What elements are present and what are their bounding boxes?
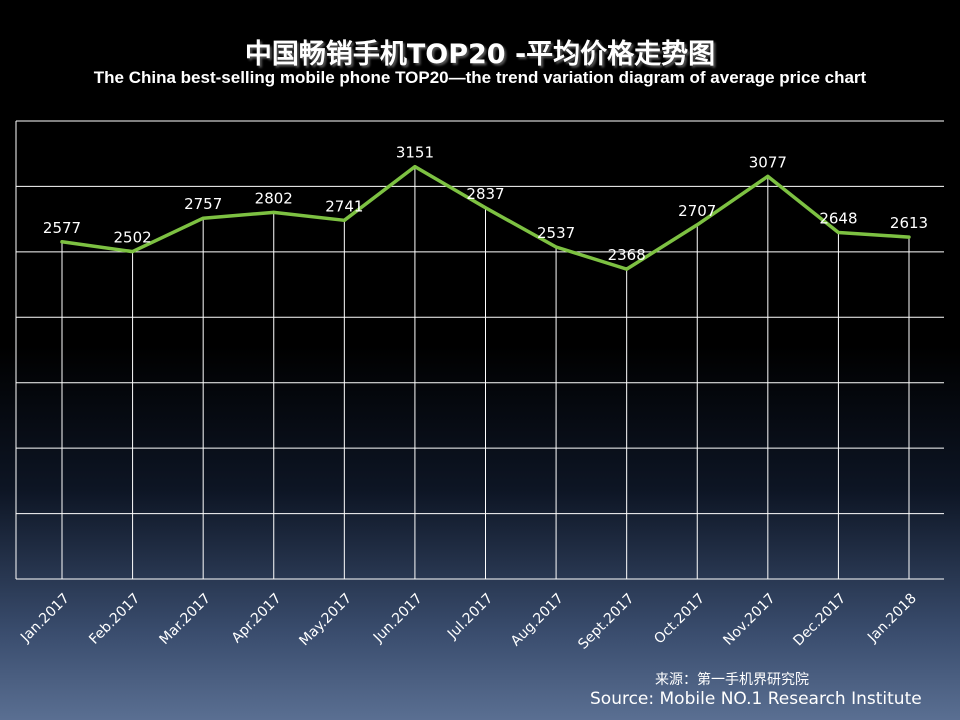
x-tick-label: Apr.2017 bbox=[229, 591, 285, 647]
x-tick-label: Nov.2017 bbox=[720, 591, 778, 649]
source-note-cn: 来源：第一手机界研究院 bbox=[655, 672, 809, 688]
data-label: 3151 bbox=[396, 144, 434, 162]
data-point bbox=[554, 245, 558, 249]
data-point bbox=[201, 216, 205, 220]
data-point bbox=[907, 235, 911, 239]
x-tick-label: Feb.2017 bbox=[86, 591, 143, 648]
data-point bbox=[625, 267, 629, 271]
data-label: 2613 bbox=[890, 214, 928, 232]
x-tick-label: May.2017 bbox=[296, 591, 355, 650]
data-point bbox=[836, 230, 840, 234]
chart-title: 中国畅销手机TOP20 -平均价格走势图 bbox=[244, 39, 716, 70]
data-label: 2802 bbox=[255, 189, 293, 207]
x-tick-label: Sept.2017 bbox=[575, 591, 637, 653]
data-point bbox=[342, 218, 346, 222]
x-tick-label: Aug.2017 bbox=[508, 591, 567, 650]
data-point bbox=[766, 174, 770, 178]
data-point bbox=[131, 250, 135, 254]
data-label: 2707 bbox=[678, 202, 716, 220]
data-label: 2837 bbox=[466, 185, 504, 203]
data-point bbox=[272, 210, 276, 214]
data-point bbox=[484, 206, 487, 210]
chart-subtitle: The China best-selling mobile phone TOP2… bbox=[93, 68, 867, 87]
data-label: 2577 bbox=[43, 219, 81, 237]
data-label: 2648 bbox=[819, 209, 857, 227]
data-point bbox=[695, 223, 699, 227]
x-tick-label: Oct.2017 bbox=[651, 591, 708, 648]
data-label: 2502 bbox=[113, 229, 151, 247]
x-tick-label: Dec.2017 bbox=[790, 591, 849, 650]
data-label: 2741 bbox=[325, 197, 363, 215]
data-label: 2368 bbox=[608, 246, 646, 264]
data-label: 3077 bbox=[749, 153, 787, 171]
x-tick-label: Mar.2017 bbox=[157, 591, 214, 648]
x-tick-label: Jun.2017 bbox=[370, 591, 426, 647]
x-tick-label: Jan.2017 bbox=[17, 591, 73, 647]
data-point bbox=[413, 165, 417, 169]
x-tick-label: Jul.2017 bbox=[444, 591, 496, 643]
source-note-en: Source: Mobile NO.1 Research Institute bbox=[590, 689, 922, 709]
x-tick-label: Jan.2018 bbox=[864, 591, 920, 647]
data-label: 2537 bbox=[537, 224, 575, 242]
data-label: 2757 bbox=[184, 195, 222, 213]
data-point bbox=[60, 240, 64, 244]
